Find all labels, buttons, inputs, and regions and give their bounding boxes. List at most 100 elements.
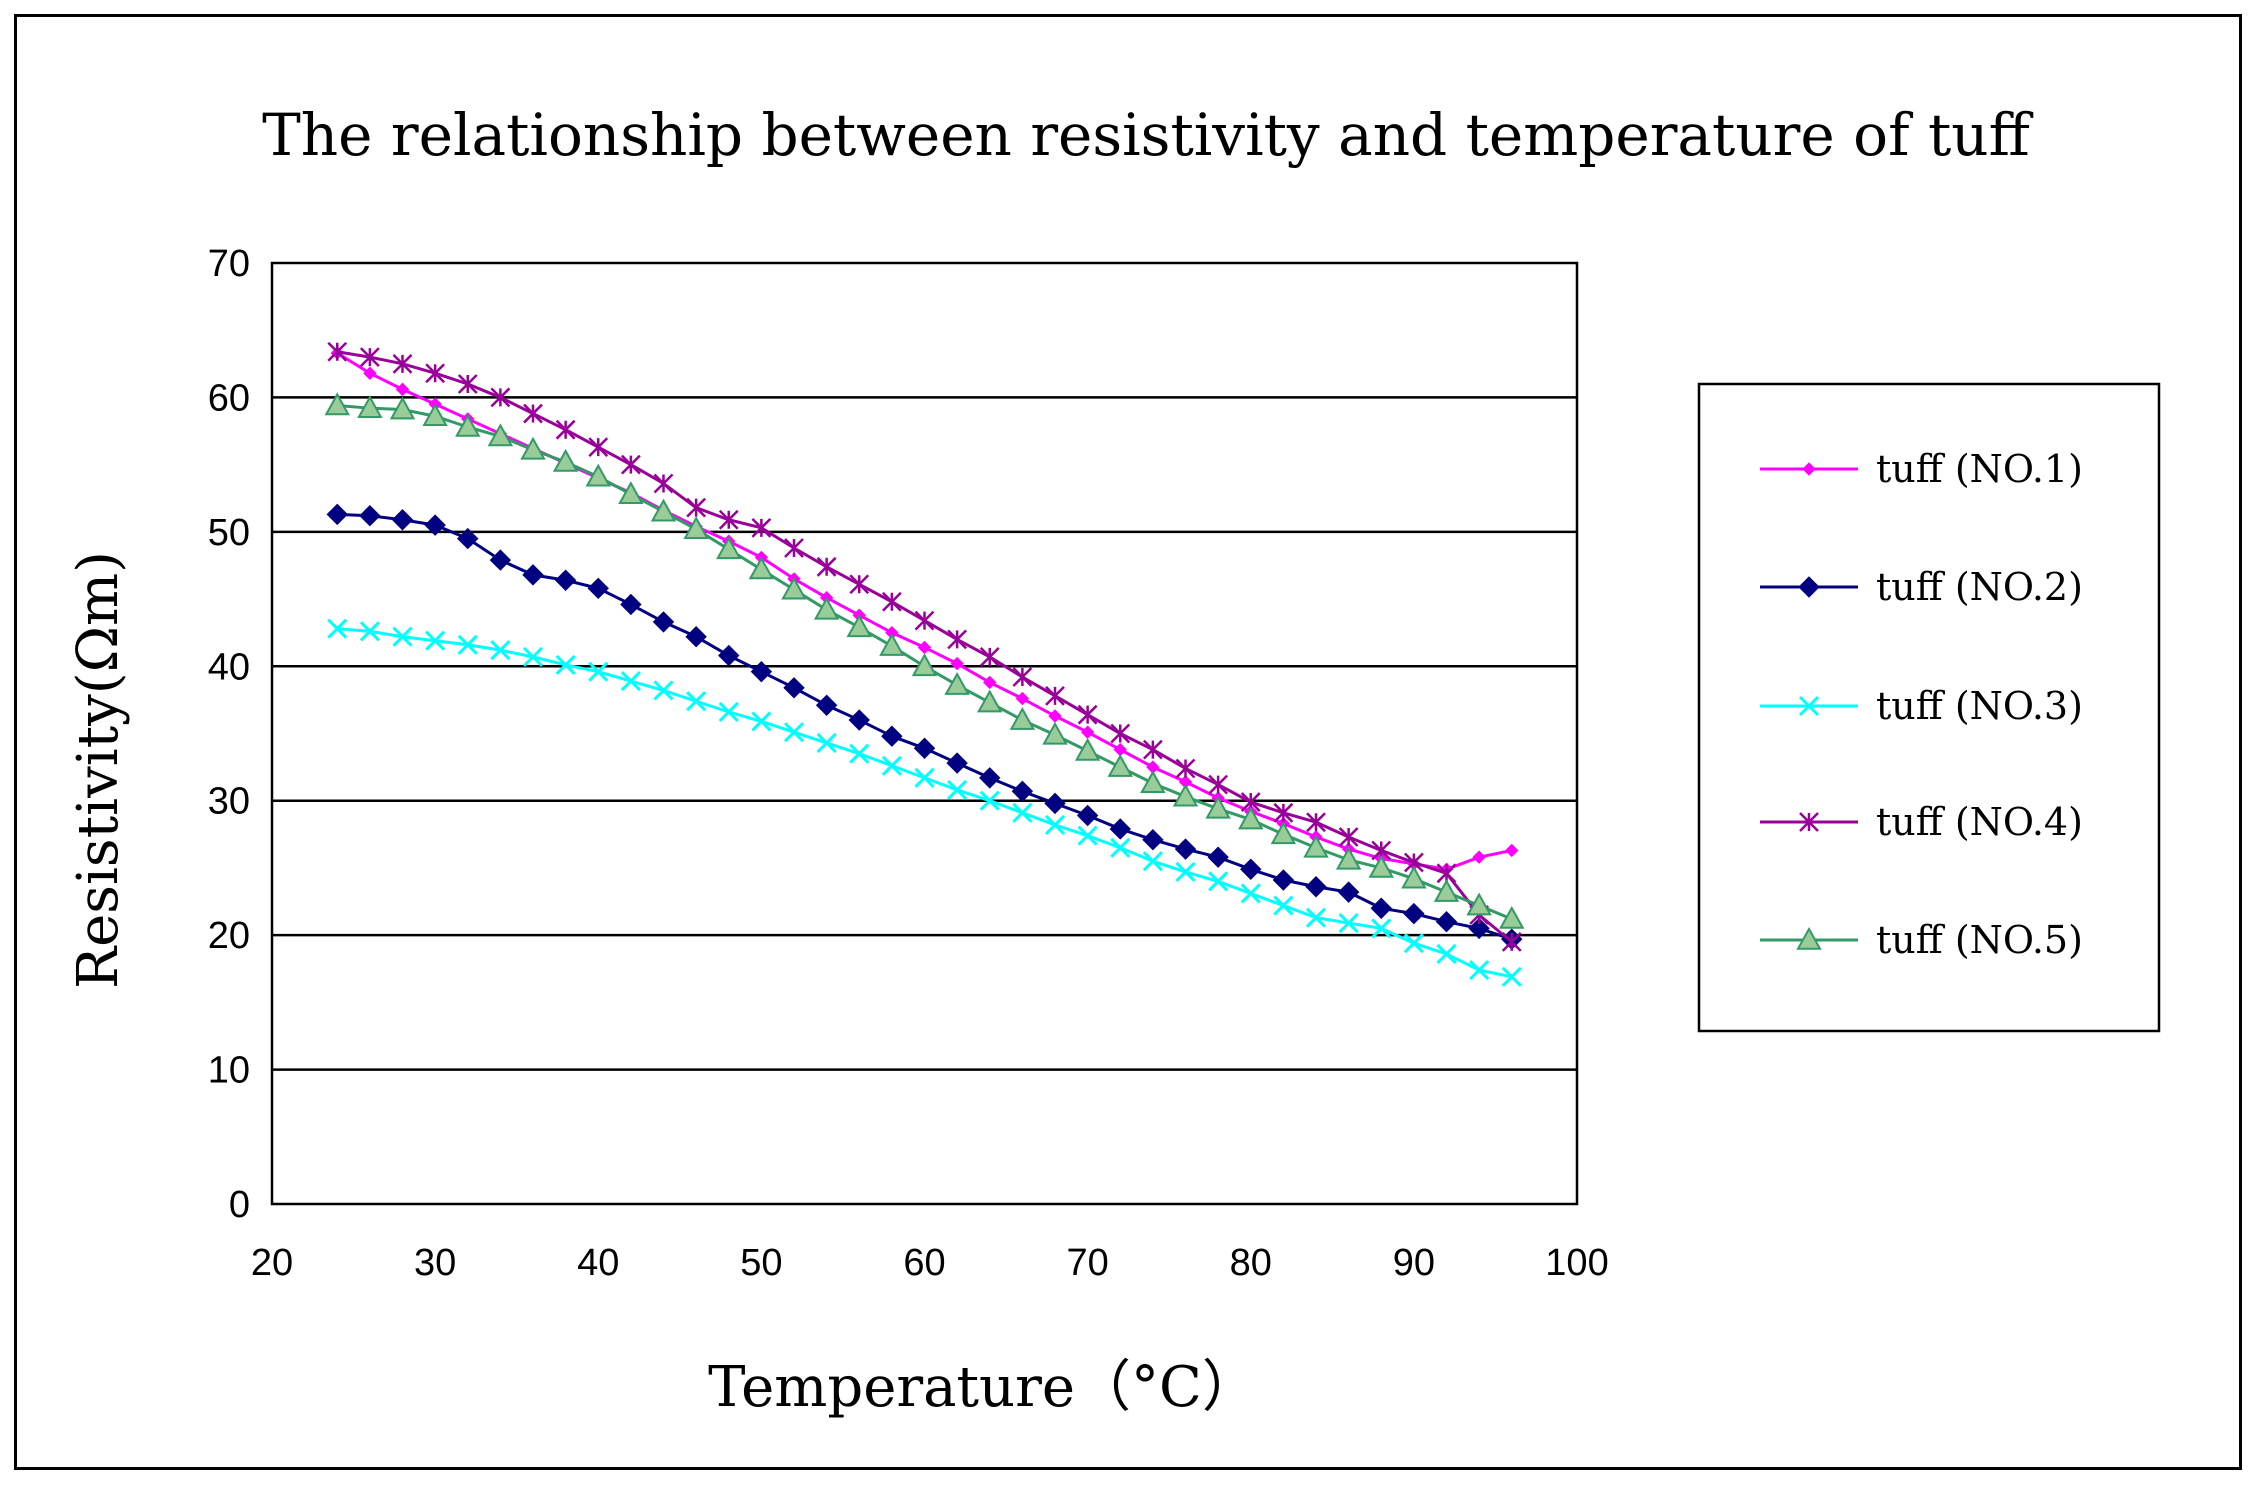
data-point	[588, 437, 609, 458]
data-point	[1110, 837, 1131, 858]
y-tick-label: 50	[208, 512, 250, 554]
data-point	[979, 646, 1000, 667]
series-3	[327, 618, 1522, 987]
data-point	[359, 347, 380, 367]
y-tick-label: 10	[208, 1050, 250, 1092]
data-point	[1107, 754, 1133, 777]
data-point	[457, 527, 479, 550]
plot-area	[270, 261, 1579, 1206]
data-point	[1240, 883, 1261, 904]
data-point	[914, 767, 935, 788]
data-point	[389, 396, 416, 420]
data-point	[618, 481, 644, 505]
data-point	[718, 509, 739, 530]
data-point	[983, 675, 997, 690]
data-point	[1011, 780, 1034, 803]
x-tick-label: 90	[1393, 1242, 1435, 1284]
data-point	[1466, 892, 1492, 916]
data-point	[879, 633, 905, 656]
legend-marker	[1802, 462, 1816, 476]
data-point	[1074, 737, 1101, 761]
data-point	[363, 366, 377, 380]
data-point	[1048, 709, 1062, 723]
data-point	[1208, 871, 1229, 892]
data-point	[881, 725, 903, 747]
data-point	[422, 403, 448, 427]
data-point	[324, 392, 350, 416]
series-line	[337, 512, 1513, 941]
data-point	[552, 448, 579, 472]
data-point	[489, 549, 512, 571]
data-point	[1076, 804, 1099, 827]
data-point	[457, 374, 478, 394]
chart-title: The relationship between resistivity and…	[262, 101, 2034, 169]
data-point	[947, 629, 968, 650]
data-point	[1469, 960, 1490, 981]
data-point	[392, 353, 413, 374]
data-point	[1044, 814, 1066, 835]
data-point	[911, 653, 938, 677]
series-group	[324, 341, 1525, 987]
data-point	[1401, 865, 1427, 889]
legend-marker	[1796, 926, 1822, 950]
data-point	[914, 610, 935, 631]
data-point	[1009, 706, 1036, 730]
data-point	[487, 423, 514, 447]
data-point	[1306, 812, 1326, 833]
data-point	[359, 505, 381, 527]
data-point	[816, 732, 837, 753]
y-axis-label: Resistivity(Ωm)	[66, 551, 131, 989]
data-point	[425, 630, 446, 651]
data-point	[327, 341, 348, 362]
data-point	[913, 737, 936, 759]
data-point	[1371, 918, 1392, 939]
x-tick-labels: 20 30 40 50 60 70 80 90 100	[251, 1242, 1609, 1284]
data-point	[620, 593, 642, 616]
data-point	[1501, 966, 1522, 987]
data-point	[815, 694, 838, 716]
y-tick-label: 40	[208, 646, 250, 688]
data-point	[716, 536, 742, 560]
data-point	[944, 672, 970, 695]
data-point	[1273, 802, 1294, 823]
data-point	[1238, 806, 1264, 830]
data-point	[1272, 869, 1295, 891]
data-point	[718, 644, 740, 667]
data-point	[979, 790, 1000, 811]
data-point	[555, 654, 576, 676]
data-point	[1368, 854, 1394, 878]
data-point	[1273, 895, 1294, 916]
data-point	[946, 752, 968, 774]
data-point	[881, 755, 902, 776]
data-point	[1270, 821, 1297, 845]
legend-marker	[1799, 812, 1819, 832]
data-point	[1205, 795, 1231, 819]
x-tick-label: 80	[1230, 1242, 1272, 1284]
data-point	[1142, 828, 1164, 851]
y-tick-label: 20	[208, 915, 250, 957]
data-point	[1140, 770, 1166, 794]
legend: tuff (NO.1) tuff (NO.2) tuff (NO.3) tuff (N…	[1697, 382, 2161, 1033]
data-point	[1505, 843, 1519, 858]
data-point	[1175, 861, 1196, 883]
data-point	[1435, 910, 1458, 933]
data-point	[1208, 774, 1229, 795]
data-point	[1305, 876, 1327, 898]
data-point	[391, 509, 414, 531]
data-point	[1472, 850, 1486, 864]
data-point	[585, 463, 611, 487]
y-tick-label: 70	[208, 243, 250, 285]
data-point	[1240, 858, 1262, 880]
data-point	[685, 626, 707, 648]
legend-label: tuff (NO.1)	[1876, 447, 2083, 491]
data-point	[751, 711, 772, 732]
data-point	[1335, 846, 1362, 870]
data-point	[457, 634, 478, 655]
data-point	[783, 722, 805, 743]
y-tick-label: 60	[208, 377, 250, 419]
data-point	[1077, 704, 1098, 725]
data-point	[1468, 917, 1490, 940]
data-point	[1338, 827, 1359, 847]
series-line	[336, 351, 1513, 871]
data-point	[327, 618, 348, 639]
